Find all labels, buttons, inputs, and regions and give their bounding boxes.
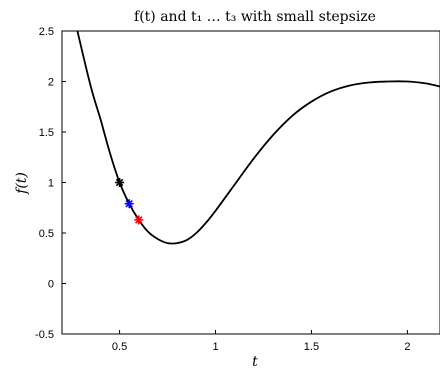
chart-title: f(t) and t₁ … t₃ with small stepsize [134,9,376,25]
y-axis-label: f(t) [14,172,30,195]
y-tick-label: 2 [48,77,54,89]
y-ticks: -0.5 0 0.5 1 1.5 2 2.5 [35,26,66,341]
x-axis-label: t [252,354,258,368]
iterate-markers [115,178,144,225]
x-tick-label: 1.5 [304,341,319,353]
y-tick-label: 1 [48,178,54,190]
y-tick-label: 2.5 [39,26,54,38]
y-tick-label: 0 [48,279,54,291]
iterate-marker-1 [115,178,125,187]
x-tick-label: 1 [212,341,218,353]
iterate-marker-2 [124,199,134,209]
x-ticks: 0.5 1 1.5 2 [112,330,410,353]
y-tick-label: 0.5 [39,228,54,240]
x-tick-label: 0.5 [112,341,127,353]
y-tick-label: -0.5 [35,329,54,341]
function-curve [76,30,440,245]
y-tick-label: 1.5 [39,127,54,139]
x-tick-label: 2 [404,341,410,353]
iterate-marker-3 [134,215,144,225]
